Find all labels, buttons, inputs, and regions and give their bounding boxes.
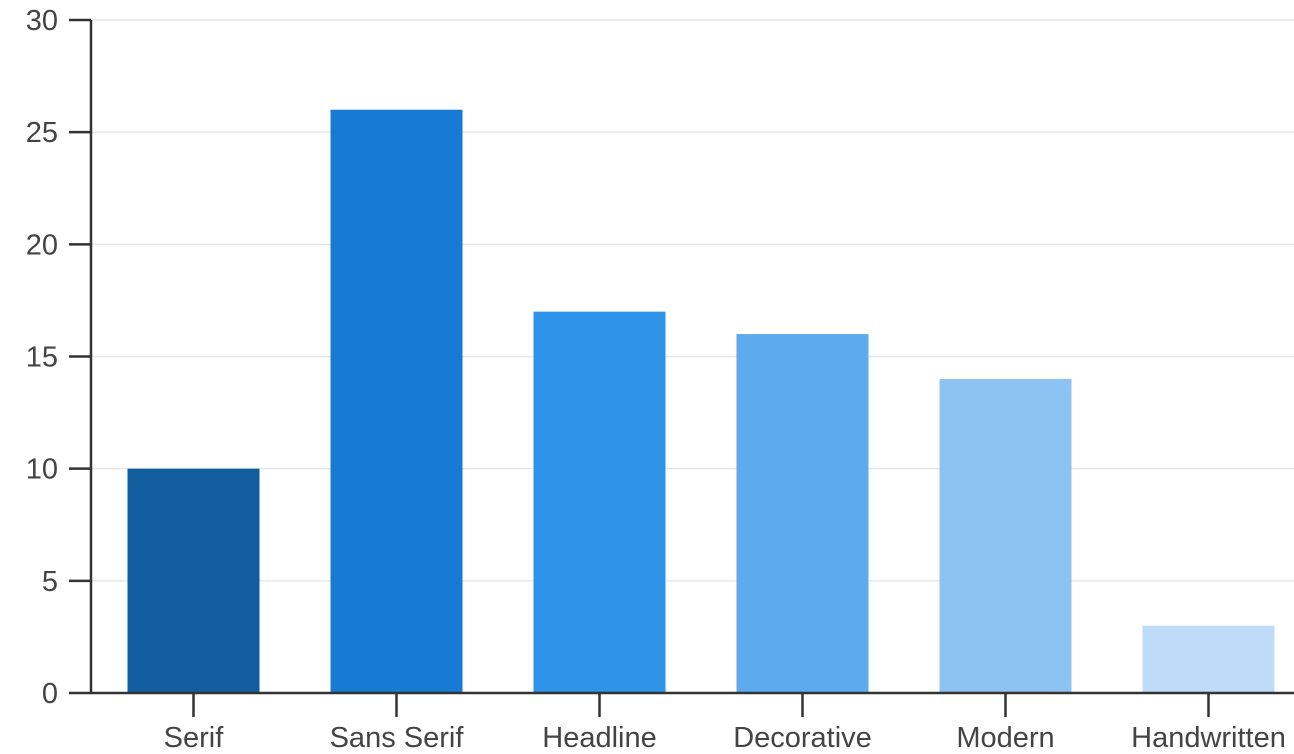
- x-tick-label: Modern: [956, 722, 1054, 754]
- y-tick-label: 15: [26, 342, 58, 374]
- x-tick-label: Sans Serif: [330, 722, 465, 754]
- x-tick-label: Decorative: [733, 722, 872, 754]
- bars: [127, 109, 1275, 693]
- y-axis-ticks: 0 5 10 15 20 25 30: [26, 5, 91, 710]
- gridlines: [91, 19, 1294, 582]
- bar-sans-serif: [330, 109, 463, 693]
- x-tick-label: Serif: [164, 722, 225, 754]
- y-tick-label: 20: [26, 229, 58, 261]
- bar-headline: [533, 311, 666, 693]
- bar-decorative: [736, 334, 869, 693]
- bar-modern: [939, 378, 1072, 693]
- y-tick-label: 0: [42, 678, 58, 710]
- x-axis-ticks: Serif Sans Serif Headline Decorative Modern H…: [164, 693, 1286, 754]
- bar-serif: [127, 468, 260, 693]
- y-tick-label: 30: [26, 5, 58, 37]
- y-tick-label: 10: [26, 454, 58, 486]
- y-tick-label: 25: [26, 117, 58, 149]
- x-tick-label: Headline: [542, 722, 656, 754]
- x-tick-label: Handwritten: [1131, 722, 1286, 754]
- y-tick-label: 5: [42, 566, 58, 598]
- bar-handwritten: [1142, 625, 1275, 693]
